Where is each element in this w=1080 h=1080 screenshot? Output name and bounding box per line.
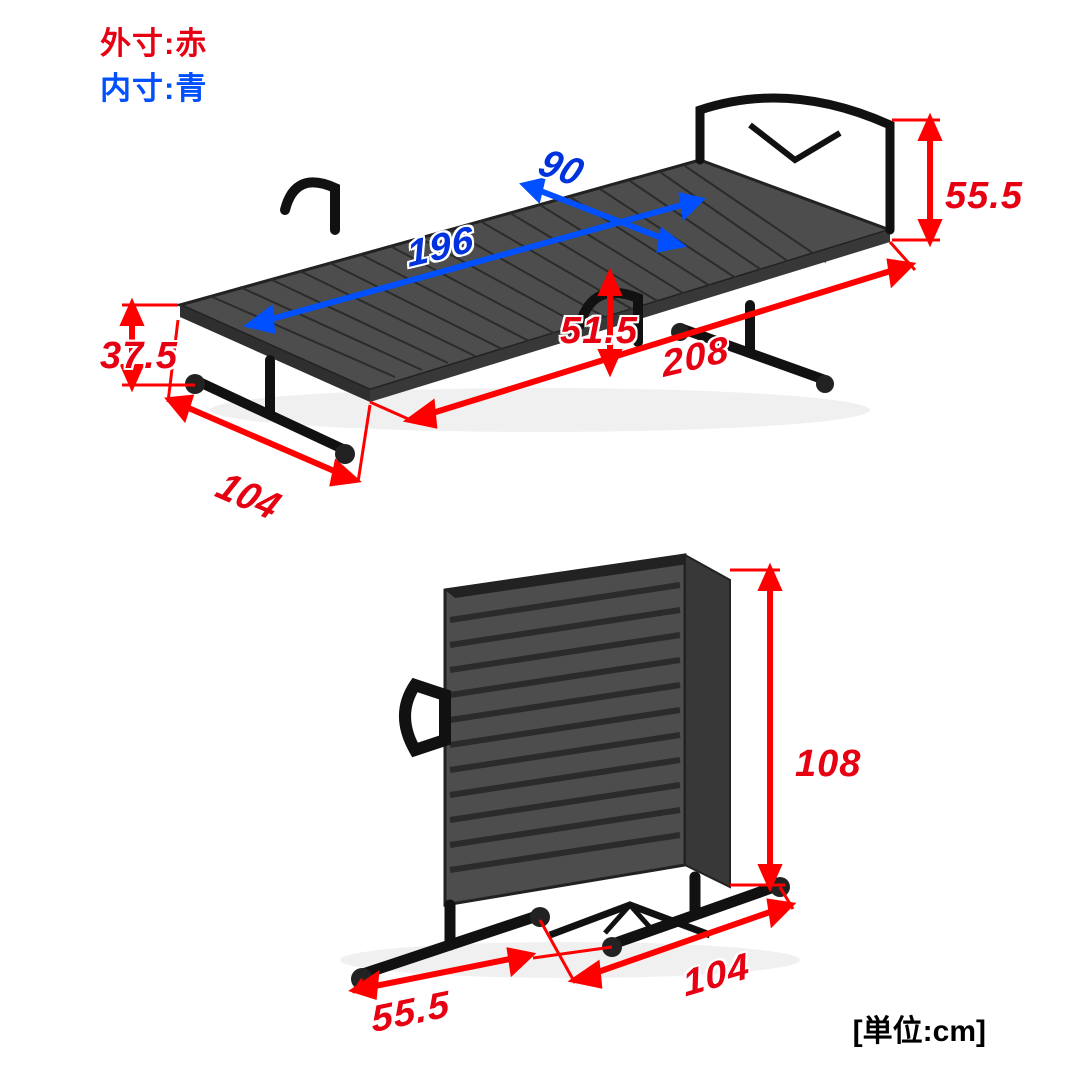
dim-headboard-height: 55.5: [945, 175, 1023, 218]
dim-handle-height: 51.5: [560, 310, 638, 353]
dim-deck-height: 37.5: [100, 335, 178, 378]
unit-label: [単位:cm]: [853, 1006, 986, 1050]
dim-outer-width: 104: [208, 465, 288, 530]
bed-open-diagram: [140, 80, 900, 460]
bed-folded-diagram: [300, 535, 820, 1015]
legend-outer: 外寸:赤: [100, 18, 207, 63]
dim-folded-height: 108: [795, 743, 861, 786]
